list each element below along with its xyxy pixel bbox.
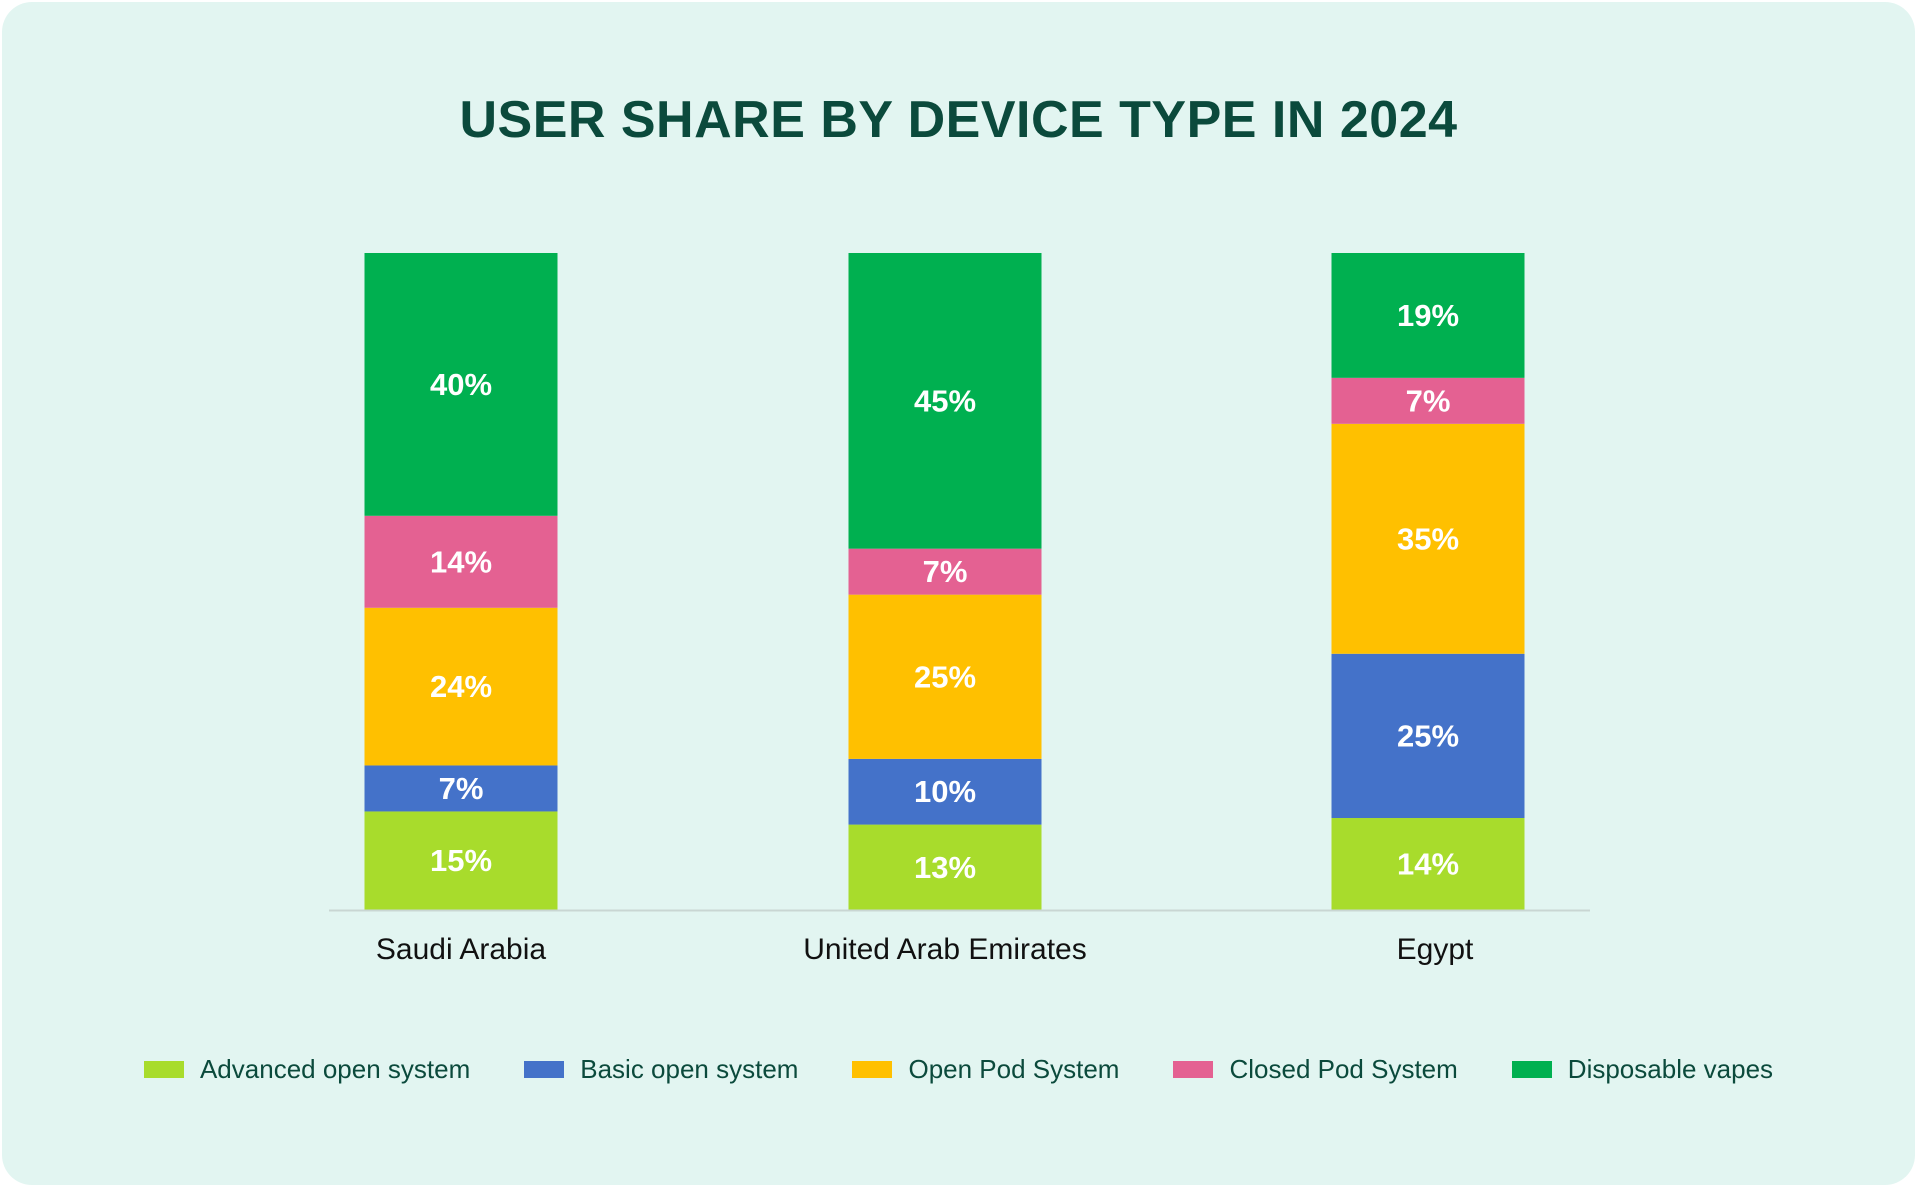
- bar-segment: [848, 253, 1042, 549]
- category-label: United Arab Emirates: [803, 933, 1086, 966]
- category-label: Egypt: [1397, 933, 1474, 966]
- bar-segment: [1331, 377, 1525, 424]
- legend-item: Advanced open system: [143, 1054, 471, 1085]
- bar-segment: [848, 824, 1042, 910]
- legend-label: Advanced open system: [199, 1054, 471, 1084]
- data-label: 13%: [914, 850, 976, 885]
- bar-segment: [364, 515, 558, 608]
- bar-segment: [1331, 253, 1525, 378]
- chart-title: USER SHARE BY DEVICE TYPE IN 2024: [459, 91, 1458, 149]
- legend-swatch: [524, 1061, 565, 1078]
- data-label: 10%: [914, 774, 976, 809]
- data-label: 45%: [914, 383, 976, 418]
- bar-segment: [848, 594, 1042, 759]
- bar-segment: [1331, 818, 1525, 910]
- legend-label: Disposable vapes: [1567, 1054, 1774, 1084]
- legend-swatch: [143, 1061, 184, 1078]
- data-label: 14%: [1397, 847, 1459, 882]
- data-label: 7%: [1406, 383, 1451, 418]
- bar-segment: [1331, 423, 1525, 654]
- data-label: 25%: [914, 659, 976, 694]
- bar-segment: [364, 253, 558, 516]
- legend-item: Basic open system: [524, 1054, 798, 1085]
- legend-label: Open Pod System: [908, 1054, 1120, 1084]
- legend-label: Closed Pod System: [1229, 1054, 1458, 1084]
- data-label: 7%: [439, 771, 484, 806]
- data-label: 14%: [430, 544, 492, 579]
- bar-segment: [1331, 653, 1525, 819]
- bar-segment: [364, 607, 558, 766]
- bar-segment: [848, 758, 1042, 825]
- data-label: 40%: [430, 367, 492, 402]
- legend-item: Disposable vapes: [1511, 1054, 1774, 1085]
- data-label: 24%: [430, 669, 492, 704]
- bar-segment: [364, 765, 558, 812]
- data-label: 35%: [1397, 521, 1459, 556]
- legend-swatch: [852, 1061, 893, 1078]
- legend-swatch: [1511, 1061, 1552, 1078]
- data-label: 19%: [1397, 298, 1459, 333]
- category-label: Saudi Arabia: [376, 933, 546, 966]
- data-label: 15%: [430, 843, 492, 878]
- data-label: 25%: [1397, 718, 1459, 753]
- legend-item: Open Pod System: [852, 1054, 1119, 1085]
- data-label: 7%: [923, 554, 968, 589]
- legend-swatch: [1173, 1061, 1214, 1078]
- legend-label: Basic open system: [580, 1054, 799, 1084]
- bar-segment: [364, 811, 558, 910]
- legend-item: Closed Pod System: [1173, 1054, 1458, 1085]
- bar-segment: [848, 548, 1042, 595]
- chart-legend: Advanced open system Basic open system Ope…: [2, 1054, 1915, 1085]
